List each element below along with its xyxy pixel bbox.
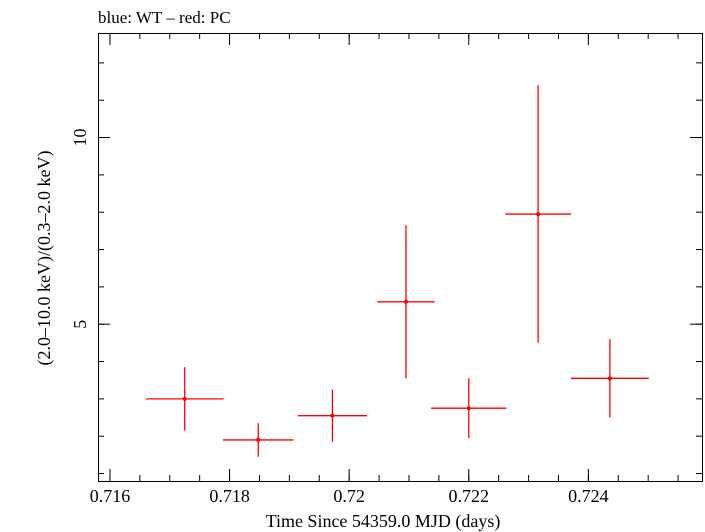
data-point (145, 367, 224, 431)
data-point (431, 378, 507, 439)
x-tick-label: 0.724 (568, 486, 609, 506)
x-tick-label: 0.72 (333, 486, 365, 506)
series-layer (145, 85, 649, 457)
data-point (297, 389, 368, 442)
chart-title: blue: WT – red: PC (98, 8, 231, 27)
data-marker (536, 212, 541, 217)
data-marker (182, 396, 187, 401)
plot-area (98, 33, 703, 482)
data-marker (607, 376, 612, 381)
data-marker (466, 406, 471, 411)
x-axis-ticks: 0.716 0.718 0.72 0.722 0.724 (90, 33, 679, 506)
y-tick-label: 10 (70, 129, 90, 147)
data-point (505, 85, 572, 343)
data-marker (330, 413, 335, 418)
data-point (377, 225, 435, 379)
data-marker (403, 299, 408, 304)
x-tick-label: 0.722 (449, 486, 490, 506)
y-axis-ticks: 5 10 (70, 62, 702, 475)
data-point (571, 339, 649, 418)
data-marker (256, 437, 261, 442)
y-tick-label: 5 (70, 320, 90, 329)
data-point (222, 423, 294, 457)
x-axis-label: Time Since 54359.0 MJD (days) (266, 511, 501, 532)
x-tick-label: 0.716 (90, 486, 131, 506)
y-axis-label: (2.0–10.0 keV)/(0.3–2.0 keV) (34, 151, 55, 366)
x-tick-label: 0.718 (209, 486, 250, 506)
